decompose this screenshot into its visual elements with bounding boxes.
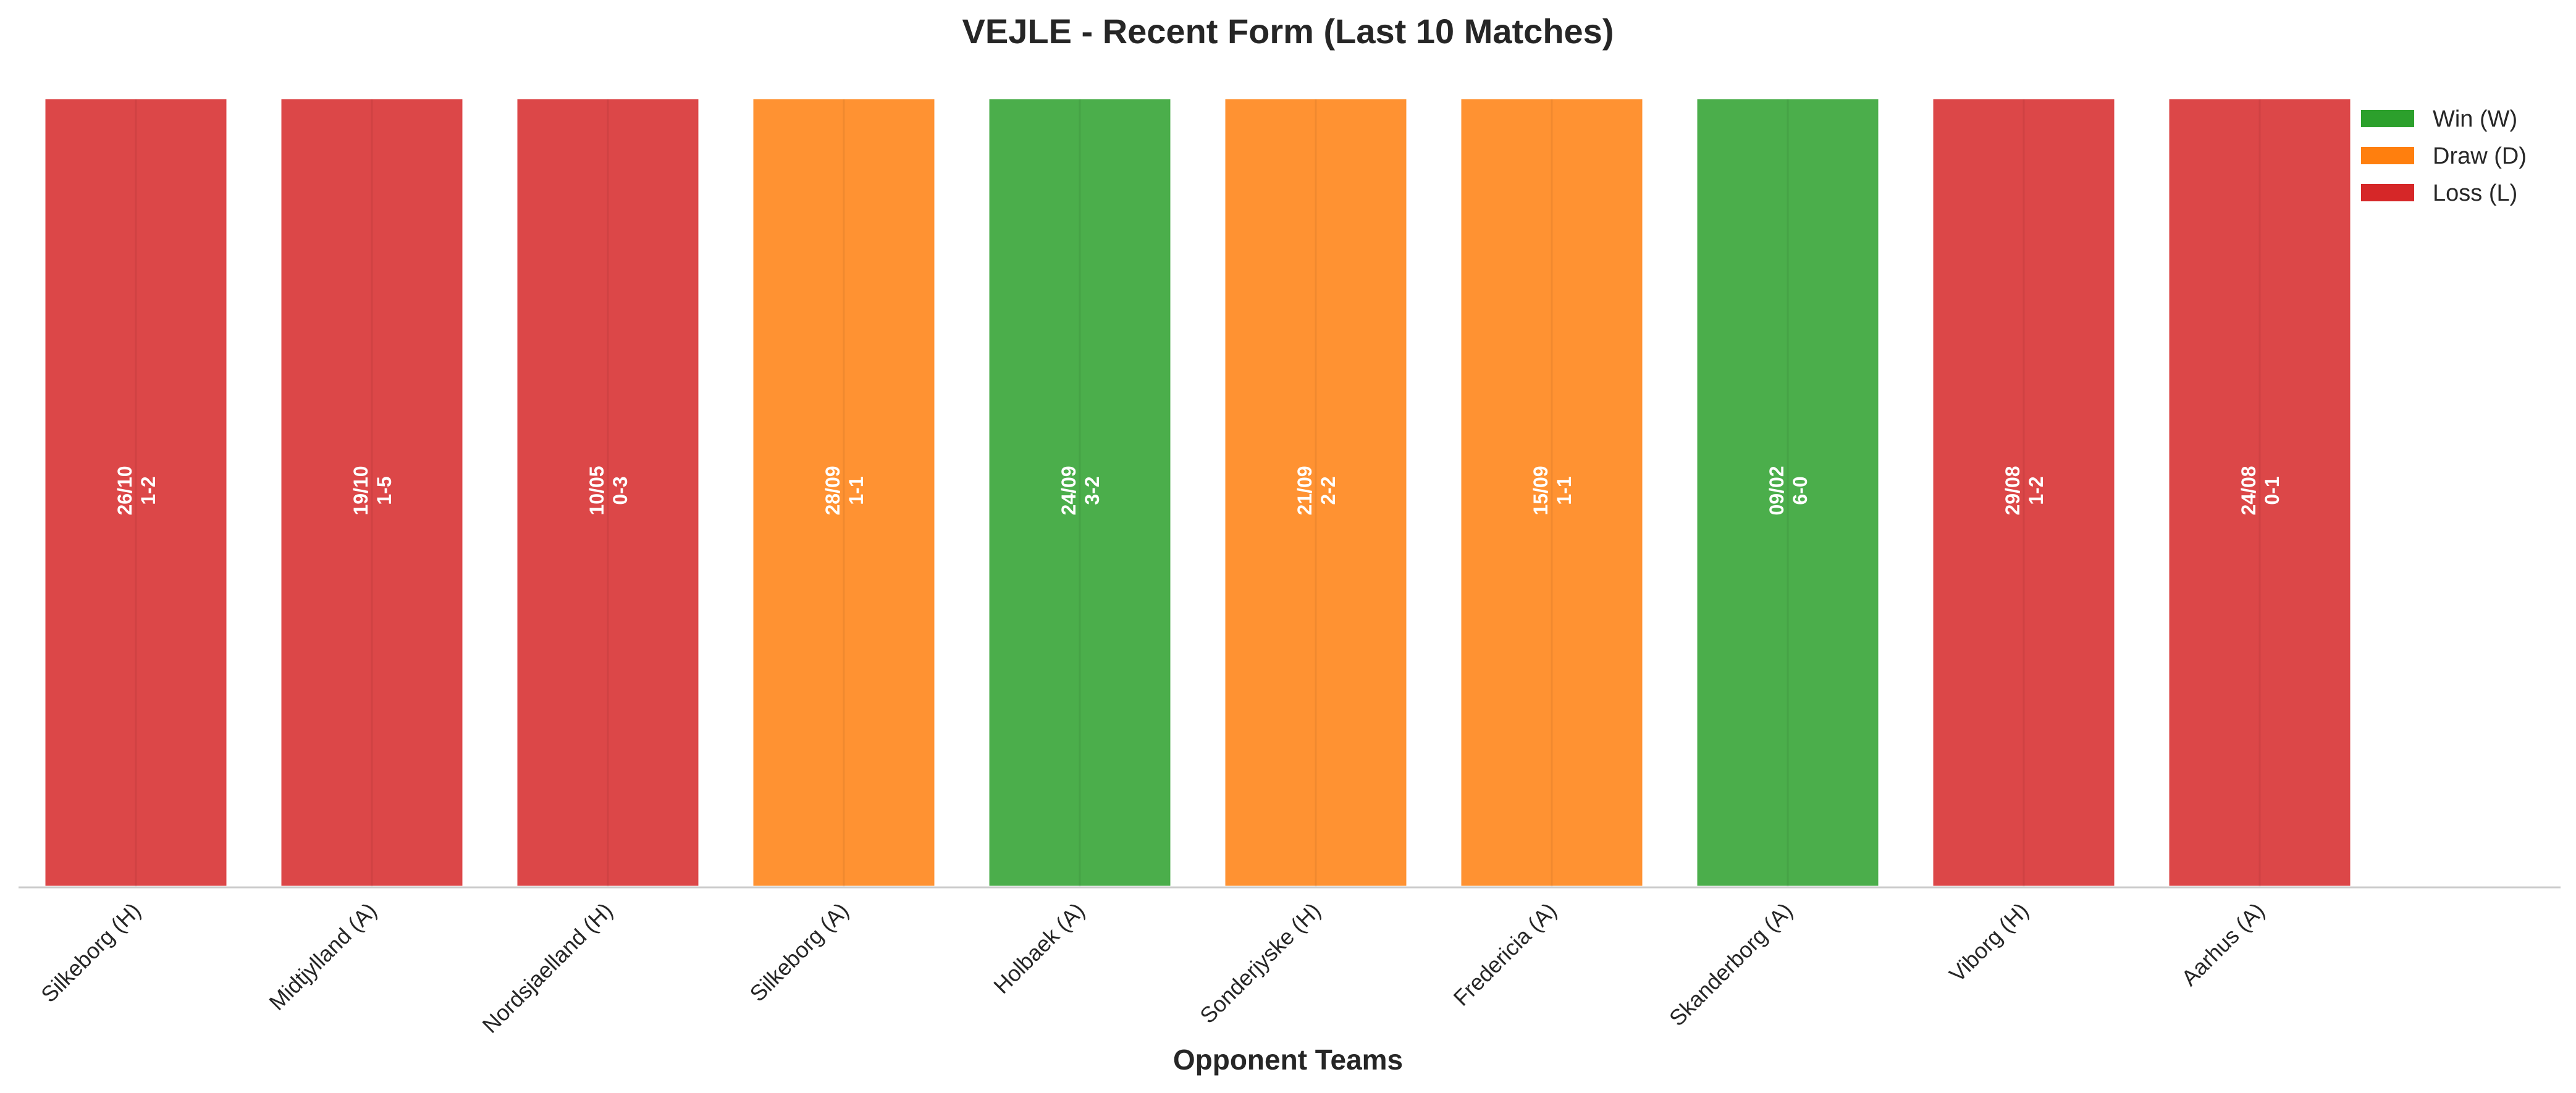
bar-label: 26/101-2 <box>114 466 159 515</box>
legend-label: Win (W) <box>2433 106 2517 132</box>
legend-swatch <box>2361 184 2414 201</box>
bar-label: 24/080-1 <box>2237 466 2283 515</box>
x-tick-label: Holbaek (A) <box>988 898 1089 999</box>
bar-score-label: 0-3 <box>609 476 631 505</box>
bar-label: 09/026-0 <box>1766 466 1811 515</box>
bar-score-label: 3-2 <box>1081 476 1103 505</box>
bar-1 <box>42 96 230 889</box>
x-tick-label: Skanderborg (A) <box>1664 898 1798 1031</box>
bar-label: 21/092-2 <box>1294 466 1339 515</box>
bar-score-label: 1-2 <box>137 476 159 505</box>
x-tick-label: Sonderjyske (H) <box>1195 898 1325 1028</box>
legend-label: Draw (D) <box>2433 143 2527 169</box>
bar-label: 29/081-2 <box>2001 466 2047 515</box>
bar-6 <box>1222 96 1410 889</box>
bar-date-label: 09/02 <box>1766 466 1788 515</box>
bar-score-label: 6-0 <box>1789 476 1811 505</box>
bar-10 <box>2166 96 2354 889</box>
bar-score-label: 1-2 <box>2025 476 2047 505</box>
bar-date-label: 15/09 <box>1530 466 1552 515</box>
chart-title: VEJLE - Recent Form (Last 10 Matches) <box>962 12 1614 51</box>
bar-label: 24/093-2 <box>1058 466 1103 515</box>
x-tick-label: Silkeborg (A) <box>745 898 854 1007</box>
x-tick-label: Fredericia (A) <box>1448 898 1561 1011</box>
bar-date-label: 28/09 <box>822 466 844 515</box>
legend-swatch <box>2361 147 2414 164</box>
x-tick-label: Nordsjaelland (H) <box>478 898 618 1038</box>
x-tick-labels: Silkeborg (H) Midtjylland (A) Nordsjaellan… <box>36 898 2270 1038</box>
bar-score-label: 1-5 <box>373 476 395 505</box>
bar-date-label: 26/10 <box>114 466 136 515</box>
x-tick-label: Silkeborg (H) <box>36 898 146 1008</box>
bar-date-label: 19/10 <box>350 466 372 515</box>
bar-2 <box>278 96 466 889</box>
legend-label: Loss (L) <box>2433 180 2517 206</box>
x-axis-label: Opponent Teams <box>1173 1044 1403 1076</box>
bar-4 <box>750 96 938 889</box>
bar-5 <box>986 96 1174 889</box>
x-tick-label: Midtjylland (A) <box>264 898 381 1015</box>
legend-swatch <box>2361 110 2414 127</box>
bar-date-label: 29/08 <box>2001 466 2024 515</box>
bar-label: 28/091-1 <box>822 466 867 515</box>
bar-date-label: 24/08 <box>2237 466 2260 515</box>
bar-label: 15/091-1 <box>1530 466 1575 515</box>
bar-3 <box>514 96 702 889</box>
bar-score-label: 1-1 <box>1553 476 1575 505</box>
bar-7 <box>1458 96 1646 889</box>
legend: Win (W) Draw (D) Loss (L) <box>2361 106 2527 206</box>
bar-date-label: 21/09 <box>1294 466 1316 515</box>
bar-label: 10/050-3 <box>586 466 631 515</box>
bar-score-label: 2-2 <box>1317 476 1339 505</box>
bar-score-label: 1-1 <box>845 476 867 505</box>
bar-label: 19/101-5 <box>350 466 395 515</box>
bar-date-label: 10/05 <box>586 466 608 515</box>
x-tick-label: Aarhus (A) <box>2176 898 2270 991</box>
bar-date-label: 24/09 <box>1058 466 1080 515</box>
x-tick-label: Viborg (H) <box>1944 898 2034 987</box>
bars-group: 26/101-2 19/101-5 10/050-3 28/091-1 24/093-2… <box>42 96 2354 889</box>
bar-score-label: 0-1 <box>2261 476 2283 505</box>
